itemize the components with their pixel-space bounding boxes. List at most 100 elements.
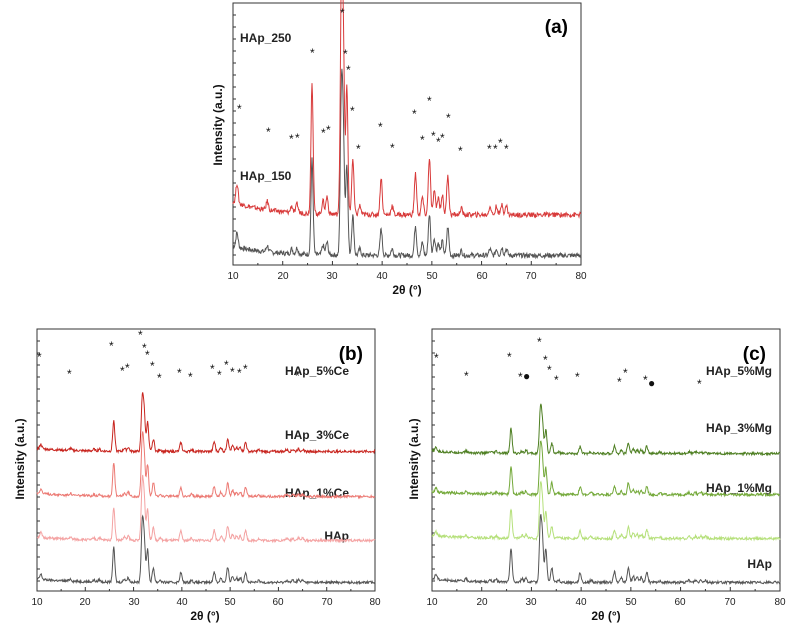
- panel-c-xtick: 60: [674, 597, 686, 608]
- panel-b-marker: *: [37, 350, 42, 364]
- panel-c-series-line: [431, 514, 781, 586]
- panel-a-ylabel: Intensity (a.u.): [211, 84, 225, 165]
- panel-a-marker: *: [458, 144, 463, 158]
- panel-c-series-label-1mg: HAp_1%Mg: [706, 481, 772, 495]
- panel-a-marker: *: [295, 131, 300, 145]
- panel-a-marker: *: [493, 142, 498, 156]
- panel-c-marker: *: [643, 373, 648, 387]
- panel-b-series-label-3ce: HAp_3%Ce: [285, 428, 349, 442]
- panel-c-marker: *: [518, 370, 523, 384]
- panel-a-marker: *: [350, 104, 355, 118]
- panel-a-marker: *: [378, 120, 383, 134]
- panel-c-marker: ●: [523, 369, 530, 383]
- panel-b-marker: *: [210, 362, 215, 376]
- panel-b-series-line: [36, 392, 376, 455]
- panel-a-xtick: 30: [326, 271, 338, 282]
- panel-c-marker: *: [434, 351, 439, 365]
- panel-c-marker: ●: [648, 376, 655, 390]
- panel-a-xticks: 10 20 30 40 50 60 70 80: [227, 271, 587, 282]
- panel-a-xlabel: 2θ (°): [392, 283, 421, 297]
- panel-a-xtick: 40: [376, 271, 388, 282]
- panel-a-xtick: 50: [426, 271, 438, 282]
- panel-b-marker: *: [243, 362, 248, 376]
- panel-b-series-label-1ce: HAp_1%Ce: [285, 486, 349, 500]
- panel-b-marker: *: [230, 365, 235, 379]
- panel-a-marker: *: [390, 141, 395, 155]
- panel-b-marker: *: [145, 348, 150, 362]
- panel-b-marker: *: [125, 361, 130, 375]
- panel-c-xtick: 80: [774, 597, 786, 608]
- panel-c-marker: *: [554, 373, 559, 387]
- panel-a-marker: *: [487, 142, 492, 156]
- panel-a-marker: *: [237, 102, 242, 116]
- panel-a-series-layer: [232, 0, 582, 265]
- panel-c-marker: *: [575, 370, 580, 384]
- panel-b-series-label-5ce: HAp_5%Ce: [285, 364, 349, 378]
- panel-c-xtick: 70: [724, 597, 736, 608]
- panel-b-marker: *: [138, 328, 143, 342]
- panel-c-marker: *: [537, 335, 542, 349]
- panel-b-marker: *: [109, 339, 114, 353]
- panel-b-marker: *: [217, 368, 222, 382]
- panel-b-xtick: 70: [321, 597, 333, 608]
- panel-a-marker: *: [356, 142, 361, 156]
- panel-b-marker: *: [177, 366, 182, 380]
- panel-a-marker: *: [436, 135, 441, 149]
- panel-a: (a) Intensity (a.u.) 2θ (°) HAp_150 HAp_…: [211, 0, 587, 297]
- panel-a-marker: *: [504, 142, 509, 156]
- panel-b-marker: *: [142, 341, 147, 355]
- panel-a-xtick: 10: [227, 271, 239, 282]
- panel-a-marker: *: [440, 131, 445, 145]
- panel-a-marker: *: [446, 111, 451, 125]
- panel-c-marker: *: [617, 375, 622, 389]
- panel-b-markers: * * * * * * * * * * * * * * * * * * *: [37, 328, 300, 385]
- panel-a-marker: *: [310, 46, 315, 60]
- panel-a-marker: *: [266, 125, 271, 139]
- panel-c-tag: (c): [743, 344, 766, 365]
- panel-b-xtick: 50: [224, 597, 236, 608]
- panel-a-marker: *: [412, 107, 417, 121]
- panel-a-xtick: 80: [575, 271, 587, 282]
- panel-b-xlabel: 2θ (°): [190, 609, 219, 623]
- panel-b-marker: *: [67, 367, 72, 381]
- panel-b-ylabel: Intensity (a.u.): [13, 418, 27, 499]
- panel-a-xtick: 70: [525, 271, 537, 282]
- panel-b-series-line: [36, 474, 376, 544]
- panel-c-marker: *: [547, 363, 552, 377]
- panel-a-markers: * * * * * * * * * * * * * * * * * * * * …: [237, 6, 509, 158]
- panel-b-marker: *: [188, 370, 193, 384]
- panel-c-ylabel: Intensity (a.u.): [407, 418, 421, 499]
- panel-c: (c) Intensity (a.u.) 2θ (°) HAp HAp_1%Mg…: [407, 328, 786, 623]
- panel-b-marker: *: [295, 369, 300, 383]
- panel-c-marker: *: [464, 369, 469, 383]
- panel-c-xlabel: 2θ (°): [591, 609, 620, 623]
- panel-c-marker: *: [623, 366, 628, 380]
- panel-a-marker: *: [498, 136, 503, 150]
- panel-c-xtick: 20: [476, 597, 488, 608]
- panel-a-marker: *: [289, 132, 294, 146]
- panel-b-series-layer: [36, 340, 376, 591]
- panel-a-series-label-hap150: HAp_150: [240, 169, 292, 183]
- panel-c-xtick: 10: [426, 597, 438, 608]
- panel-a-series-line: [232, 0, 581, 219]
- panel-c-series-line: [431, 480, 781, 542]
- panel-c-markers: * * * * ● * * * * * * * * ● *: [434, 335, 702, 391]
- panel-b-series-line: [36, 514, 376, 586]
- panel-a-marker: *: [420, 133, 425, 147]
- panel-c-series-line: [431, 440, 781, 498]
- panel-b-xtick: 20: [79, 597, 91, 608]
- panel-a-marker: *: [427, 94, 432, 108]
- panel-b-xtick: 30: [128, 597, 140, 608]
- panel-b-xtick: 40: [176, 597, 188, 608]
- panel-c-xtick: 40: [575, 597, 587, 608]
- panel-b-xtick: 80: [369, 597, 381, 608]
- panel-b-xticks: 10 20 30 40 50 60 70 80: [31, 597, 381, 608]
- panel-b-xtick: 60: [272, 597, 284, 608]
- panel-c-series-label-hap: HAp: [747, 557, 772, 571]
- panel-c-series-line: [431, 403, 781, 457]
- panel-a-series-label-hap250: HAp_250: [240, 31, 292, 45]
- panel-a-marker: *: [321, 126, 326, 140]
- panel-c-xtick: 50: [625, 597, 637, 608]
- panel-c-marker: *: [507, 350, 512, 364]
